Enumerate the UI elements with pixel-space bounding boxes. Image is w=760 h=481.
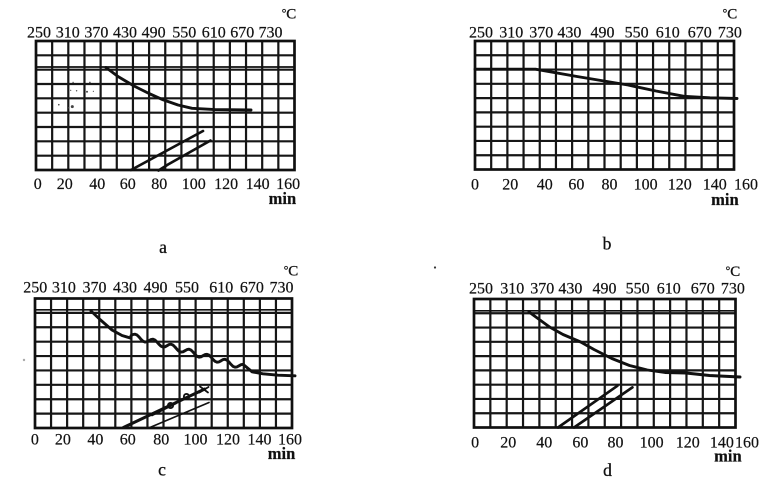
svg-text:310: 310 <box>499 24 523 41</box>
svg-text:370: 370 <box>83 280 107 297</box>
svg-text:min: min <box>268 444 296 463</box>
svg-text:20: 20 <box>502 177 518 194</box>
svg-text:a: a <box>159 237 167 257</box>
svg-text:120: 120 <box>676 435 700 452</box>
svg-text:20: 20 <box>500 435 516 452</box>
svg-text:°C: °C <box>726 264 741 280</box>
svg-text:120: 120 <box>214 176 238 193</box>
svg-text:d: d <box>603 460 612 480</box>
svg-text:550: 550 <box>172 24 196 41</box>
svg-text:120: 120 <box>216 432 240 449</box>
svg-text:°C: °C <box>284 264 299 280</box>
svg-text:100: 100 <box>640 435 664 452</box>
svg-text:730: 730 <box>270 280 294 297</box>
svg-text:min: min <box>714 447 742 466</box>
svg-text:60: 60 <box>120 176 136 193</box>
svg-text:100: 100 <box>182 176 206 193</box>
svg-text:0: 0 <box>34 176 42 193</box>
svg-text:40: 40 <box>87 432 103 449</box>
svg-text:430: 430 <box>113 280 137 297</box>
svg-text:370: 370 <box>530 281 554 298</box>
svg-text:140: 140 <box>246 176 270 193</box>
svg-text:40: 40 <box>537 177 553 194</box>
svg-text:40: 40 <box>536 435 552 452</box>
svg-text:730: 730 <box>259 24 283 41</box>
svg-text:min: min <box>269 189 297 208</box>
svg-text:730: 730 <box>721 281 745 298</box>
svg-text:250: 250 <box>27 24 51 41</box>
svg-text:610: 610 <box>202 24 226 41</box>
svg-text:310: 310 <box>56 24 80 41</box>
svg-text:80: 80 <box>151 176 167 193</box>
svg-text:160: 160 <box>734 177 758 194</box>
svg-text:430: 430 <box>558 281 582 298</box>
svg-text:430: 430 <box>557 24 581 41</box>
svg-text:160: 160 <box>735 435 759 452</box>
svg-text:0: 0 <box>31 432 39 449</box>
svg-text:550: 550 <box>626 281 650 298</box>
svg-text:20: 20 <box>57 176 73 193</box>
svg-text:490: 490 <box>591 24 615 41</box>
svg-text:250: 250 <box>469 24 493 41</box>
svg-text:80: 80 <box>153 432 169 449</box>
svg-text:610: 610 <box>656 24 680 41</box>
svg-text:0: 0 <box>471 435 479 452</box>
svg-text:100: 100 <box>184 432 208 449</box>
svg-text:250: 250 <box>23 280 47 297</box>
svg-text:80: 80 <box>602 177 618 194</box>
svg-text:250: 250 <box>469 281 493 298</box>
svg-text:670: 670 <box>240 280 264 297</box>
svg-text:730: 730 <box>718 24 742 41</box>
svg-text:670: 670 <box>688 24 712 41</box>
svg-text:0: 0 <box>471 177 479 194</box>
svg-text:610: 610 <box>209 280 233 297</box>
svg-text:60: 60 <box>120 432 136 449</box>
svg-text:140: 140 <box>248 432 272 449</box>
svg-text:490: 490 <box>593 281 617 298</box>
svg-text:60: 60 <box>572 435 588 452</box>
svg-text:670: 670 <box>691 281 715 298</box>
svg-text:°C: °C <box>723 7 738 23</box>
svg-text:490: 490 <box>144 280 168 297</box>
svg-text:40: 40 <box>89 176 105 193</box>
svg-text:430: 430 <box>113 24 137 41</box>
svg-text:610: 610 <box>657 281 681 298</box>
svg-text:160: 160 <box>276 176 300 193</box>
svg-text:490: 490 <box>142 24 166 41</box>
svg-text:550: 550 <box>625 24 649 41</box>
svg-text:b: b <box>603 234 612 254</box>
svg-text:160: 160 <box>278 432 302 449</box>
svg-text:310: 310 <box>500 281 524 298</box>
svg-text:550: 550 <box>175 280 199 297</box>
svg-text:370: 370 <box>84 24 108 41</box>
svg-text:80: 80 <box>608 435 624 452</box>
svg-text:c: c <box>158 460 166 480</box>
svg-text:670: 670 <box>230 24 254 41</box>
svg-text:100: 100 <box>634 177 658 194</box>
svg-text:140: 140 <box>710 435 734 452</box>
svg-text:20: 20 <box>55 432 71 449</box>
svg-text:60: 60 <box>568 177 584 194</box>
svg-text:370: 370 <box>529 24 553 41</box>
svg-text:140: 140 <box>703 177 727 194</box>
svg-text:min: min <box>711 190 739 209</box>
svg-text:120: 120 <box>668 177 692 194</box>
svg-text:°C: °C <box>282 7 297 23</box>
svg-text:310: 310 <box>52 280 76 297</box>
